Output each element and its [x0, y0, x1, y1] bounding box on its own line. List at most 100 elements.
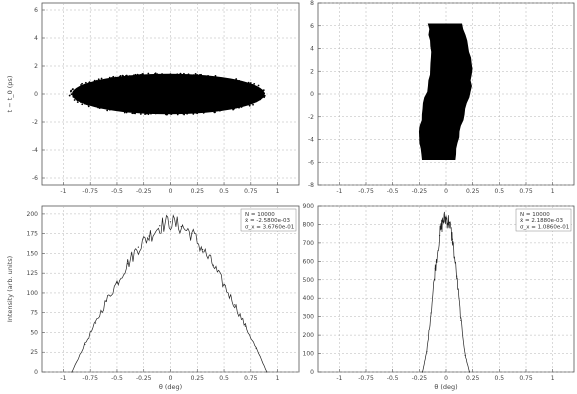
x-tick-label: 0: [169, 375, 173, 382]
scatter-point: [68, 94, 71, 97]
scatter-point: [263, 96, 265, 99]
panel-top-left: -1 -0.75 -0.5 -0.25 0 0.25 0.5 0.75 1 -6 -4 -2 0 2 4 6 t…: [6, 2, 300, 195]
scatter-point: [207, 75, 209, 77]
x-tick-label: -0.5: [387, 188, 399, 195]
data-point: [266, 371, 268, 373]
scatter-point: [119, 74, 122, 77]
y-tick-label: 6: [34, 7, 38, 14]
scatter-point: [234, 106, 237, 109]
x-tick-label: -0.75: [82, 188, 98, 195]
scatter-point: [192, 113, 195, 115]
scatter-point: [257, 84, 260, 87]
scatter-point: [144, 113, 146, 115]
data-point: [84, 343, 86, 345]
y-tick-label: 0: [34, 91, 38, 98]
x-tick-label: 0.5: [219, 375, 229, 382]
panel-bottom-right: -1 -0.75 -0.5 -0.25 0 0.25 0.5 0.75 1 0 100 200 300 4…: [303, 203, 575, 391]
scatter-point: [178, 73, 181, 76]
scatter-point: [262, 89, 265, 92]
data-point: [234, 304, 236, 306]
data-point: [116, 282, 118, 284]
scatter-point: [176, 113, 179, 116]
data-point: [439, 234, 441, 237]
y-tick-label: 100: [27, 290, 39, 297]
scatter-point: [95, 79, 98, 82]
scatter-point: [154, 112, 157, 115]
x-tick-label: -1: [336, 188, 342, 195]
y-tick-label: 200: [303, 332, 315, 339]
x-tick-label: -0.5: [387, 375, 399, 382]
scatter-point: [114, 76, 117, 79]
data-point: [426, 351, 428, 353]
histogram-line: [422, 211, 470, 373]
scatter-point: [76, 99, 79, 102]
data-point: [127, 263, 129, 265]
scatter-point: [176, 73, 179, 76]
x-tick-label: 1: [551, 375, 555, 382]
scatter-point: [80, 101, 82, 104]
y-tick-label: 4: [310, 46, 314, 53]
y-tick-label: 400: [303, 295, 315, 302]
y-tick-label: 75: [30, 310, 38, 317]
data-point: [180, 225, 182, 228]
data-point: [430, 312, 432, 314]
y-tick-label: 0: [34, 369, 38, 376]
scatter-point: [80, 85, 83, 88]
data-point: [421, 371, 424, 373]
x-tick-label: 0: [444, 188, 448, 195]
stats-box-frame: [240, 208, 297, 232]
scatter-point: [81, 82, 84, 85]
data-point: [460, 319, 462, 321]
x-tick-label: -0.25: [136, 188, 152, 195]
histogram-line: [71, 214, 268, 373]
y-tick-label: 2: [310, 68, 314, 75]
data-point: [223, 284, 225, 286]
scatter-point: [247, 103, 250, 106]
stats-line: x̄ = -2.5800e-03: [245, 218, 290, 224]
scatter-point: [70, 89, 73, 92]
y-tick-label: 50: [30, 329, 38, 336]
scatter-point: [259, 90, 261, 92]
x-tick-label: 0.5: [495, 188, 505, 195]
x-axis-label: θ (deg): [434, 383, 457, 391]
scatter-point: [233, 107, 235, 110]
stats-line: σ_x = 1.0860e-01: [520, 224, 569, 230]
y-tick-label: 175: [27, 231, 39, 238]
data-point: [456, 275, 458, 277]
data-point: [94, 322, 97, 324]
scatter-point: [115, 109, 118, 112]
scatter-point: [76, 101, 79, 104]
scatter-point: [254, 100, 257, 103]
scatter-point: [110, 76, 113, 79]
y-tick-label: 125: [27, 270, 39, 277]
x-tick-label: 0.75: [244, 375, 258, 382]
scatter-point: [214, 111, 216, 114]
panel-bottom-left: -1 -0.75 -0.5 -0.25 0 0.25 0.5 0.75 1 0 25 50 75 100 1…: [6, 205, 300, 391]
y-tick-label: 600: [303, 258, 315, 265]
scatter-point: [112, 75, 115, 78]
x-tick-label: 0.25: [191, 188, 205, 195]
scatter-point: [214, 74, 217, 77]
scatter-point: [75, 97, 77, 100]
scatter-point: [138, 74, 140, 77]
y-tick-label: 4: [34, 35, 38, 42]
scatter-point: [97, 78, 100, 81]
x-tick-label: 0.75: [519, 188, 533, 195]
data-point: [169, 221, 172, 223]
scatter-point: [235, 78, 238, 80]
scatter-point: [84, 102, 86, 105]
y-tick-label: 700: [303, 240, 315, 247]
x-tick-label: 1: [551, 188, 555, 195]
data-point: [434, 268, 436, 270]
data-point: [445, 217, 447, 219]
x-tick-label: 0.75: [519, 375, 533, 382]
y-tick-label: 150: [27, 250, 39, 257]
y-tick-label: 2: [34, 63, 38, 70]
scatter-point: [252, 103, 254, 106]
x-tick-label: -0.25: [412, 375, 428, 382]
scatter-point: [259, 98, 262, 101]
x-tick-label: 0.5: [219, 188, 229, 195]
scatter-point: [83, 84, 85, 87]
data-point: [202, 248, 204, 251]
x-tick-label: -1: [60, 188, 66, 195]
